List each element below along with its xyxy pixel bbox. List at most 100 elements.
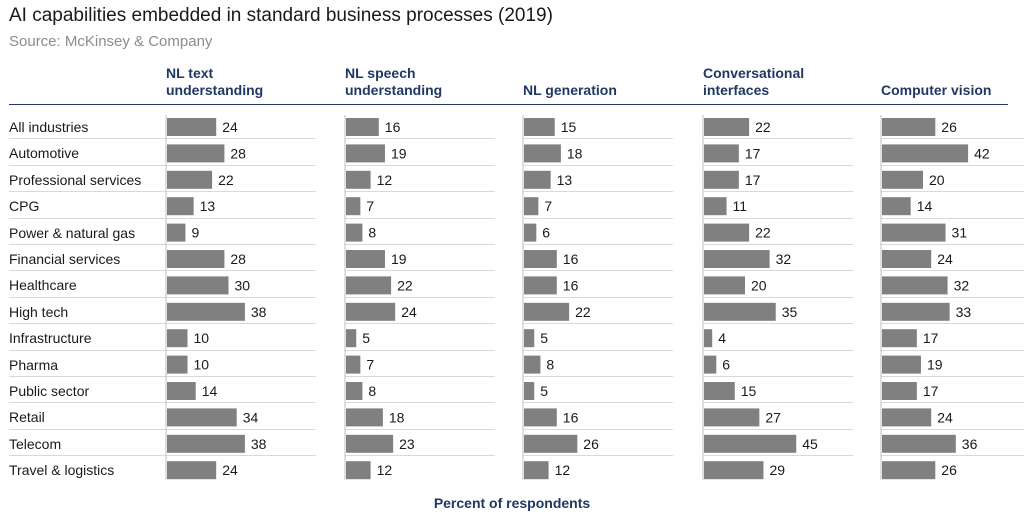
bar: [524, 144, 561, 163]
row-separator: [703, 270, 853, 272]
row-separator: [523, 138, 673, 140]
row-separator: [345, 428, 495, 430]
bar-value-label: 23: [399, 436, 415, 452]
row-separator: [9, 270, 316, 272]
bar: [882, 250, 932, 268]
bar-value-label: 5: [362, 330, 370, 346]
bar-value-label: 29: [769, 462, 785, 478]
row-separator: [881, 138, 1024, 140]
row-separator: [881, 270, 1024, 272]
bar: [346, 302, 396, 321]
bar-value-label: 30: [235, 277, 251, 293]
row-separator: [9, 191, 316, 193]
row-separator: [881, 164, 1024, 166]
bar: [524, 170, 551, 189]
row-separator: [703, 191, 853, 193]
row-separator: [523, 349, 673, 351]
row-separator: [881, 455, 1024, 457]
bar: [882, 382, 917, 400]
bar-value-label: 10: [194, 330, 210, 346]
row-separator: [9, 455, 316, 457]
bar-value-label: 18: [389, 409, 405, 425]
bar-value-label: 34: [243, 409, 259, 425]
row-separator: [881, 217, 1024, 219]
bar: [882, 223, 946, 242]
bar: [524, 223, 537, 242]
column-header-line: interfaces: [703, 82, 770, 98]
row-separator: [523, 217, 673, 219]
bar: [524, 250, 557, 268]
category-label: Public sector: [9, 383, 90, 399]
bar-value-label: 24: [401, 304, 417, 320]
row-separator: [345, 191, 495, 193]
column-header: NL speech understanding: [345, 63, 515, 99]
bar-value-label: 8: [368, 383, 376, 399]
bar: [346, 276, 392, 295]
bar: [704, 461, 764, 480]
row-separator: [345, 296, 495, 298]
row-separator: [345, 323, 495, 325]
row-separator: [703, 402, 853, 404]
bar: [882, 434, 956, 453]
bar-value-label: 19: [927, 357, 943, 373]
header-rule: [9, 104, 1008, 105]
row-separator: [703, 244, 853, 245]
bar-value-label: 36: [962, 436, 978, 452]
column-header-line: Conversational: [703, 65, 805, 81]
category-label: Healthcare: [9, 277, 77, 294]
bar-value-label: 15: [561, 119, 577, 135]
bar-value-label: 27: [765, 409, 781, 425]
column-header-line: understanding: [345, 82, 443, 98]
bar-value-label: 12: [377, 462, 393, 478]
bar: [167, 144, 225, 163]
bar-value-label: 17: [923, 383, 939, 399]
chart-title: AI capabilities embedded in standard bus…: [9, 5, 553, 26]
bar: [882, 170, 923, 189]
bar-value-label: 10: [194, 357, 210, 373]
bar-value-label: 9: [191, 225, 199, 241]
row-separator: [523, 191, 673, 193]
row-separator: [881, 428, 1024, 430]
row-separator: [881, 402, 1024, 404]
bar: [882, 461, 936, 480]
row-separator: [9, 402, 316, 404]
bar: [704, 118, 750, 136]
row-separator: [881, 296, 1024, 298]
bar: [167, 408, 237, 427]
column-header: Computer vision: [881, 63, 1024, 99]
row-separator: [345, 270, 495, 272]
chart-source: Source: McKinsey & Company: [9, 33, 213, 50]
bar: [704, 144, 739, 163]
bar-value-label: 11: [733, 198, 748, 214]
row-separator: [703, 428, 853, 430]
bar-value-label: 16: [563, 409, 579, 425]
column-header-line: NL generation: [523, 82, 617, 98]
row-separator: [703, 455, 853, 457]
bar: [882, 197, 911, 216]
bar: [704, 197, 727, 216]
column-header: NL text understanding: [166, 63, 336, 99]
bar: [346, 329, 357, 348]
bar: [167, 302, 245, 321]
bar: [524, 461, 549, 480]
bar-value-label: 4: [718, 330, 726, 346]
bar: [524, 197, 539, 216]
row-separator: [881, 323, 1024, 325]
bar: [882, 355, 921, 374]
bar-value-label: 22: [755, 225, 771, 241]
bar-value-label: 38: [251, 436, 267, 452]
bar: [704, 223, 750, 242]
bar-value-label: 6: [542, 225, 550, 241]
bar: [882, 302, 950, 321]
bar: [524, 408, 557, 427]
bar-value-label: 19: [391, 145, 407, 161]
category-label: Financial services: [9, 251, 121, 267]
bar-value-label: 5: [540, 383, 548, 399]
row-separator: [881, 349, 1024, 351]
bar-value-label: 5: [540, 330, 548, 346]
bar-value-label: 26: [583, 436, 599, 452]
bar: [524, 118, 555, 136]
column-header-line: understanding: [166, 82, 264, 98]
bar: [704, 250, 770, 268]
